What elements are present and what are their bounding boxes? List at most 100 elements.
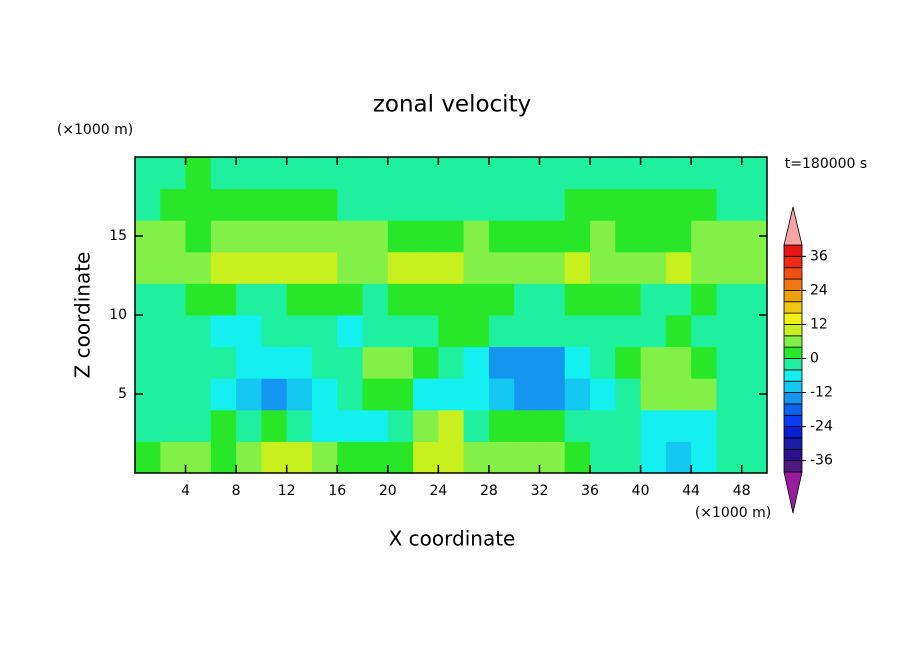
contour-cell xyxy=(185,157,212,190)
contour-cell xyxy=(488,283,515,316)
time-label: t=180000 s xyxy=(785,156,867,172)
contour-cell xyxy=(236,409,262,442)
contour-cell xyxy=(261,378,288,411)
contour-cell xyxy=(539,441,566,474)
x-tick-label: 32 xyxy=(531,483,549,499)
contour-cell xyxy=(210,441,237,474)
contour-cell xyxy=(210,220,237,253)
colorbar-box xyxy=(783,255,803,269)
contour-cell xyxy=(210,157,237,190)
contour-cell xyxy=(640,346,667,379)
contour-cell xyxy=(261,283,288,316)
contour-cell xyxy=(413,409,439,442)
contour-cell xyxy=(514,346,540,379)
contour-cell xyxy=(539,188,566,221)
contour-cell xyxy=(135,283,161,316)
contour-cell xyxy=(210,409,237,442)
contour-cell xyxy=(135,315,161,348)
contour-cell xyxy=(311,346,338,379)
contour-cell xyxy=(160,283,187,316)
y-tick-label: 5 xyxy=(118,386,127,402)
contour-cell xyxy=(438,346,465,379)
contour-cell xyxy=(413,441,439,474)
contour-cell xyxy=(564,188,591,221)
contour-cell xyxy=(236,378,262,411)
contour-cell xyxy=(463,441,490,474)
contour-cell xyxy=(261,188,288,221)
contour-cell xyxy=(210,188,237,221)
contour-cell xyxy=(413,220,439,253)
colorbar-box xyxy=(783,324,803,337)
colorbar-tick-label: 12 xyxy=(810,316,828,332)
colorbar-box xyxy=(783,244,803,257)
contour-cell xyxy=(741,283,768,316)
colorbar-box xyxy=(783,267,803,280)
contour-cell xyxy=(362,157,389,190)
contour-cell xyxy=(514,441,540,474)
contour-cell xyxy=(615,409,642,442)
contour-cell xyxy=(741,409,768,442)
contour-cell xyxy=(185,251,212,284)
colorbar-tick-label: -12 xyxy=(810,385,833,401)
x-tick-label: 44 xyxy=(682,483,700,499)
contour-cell xyxy=(362,283,389,316)
contour-cell xyxy=(210,378,237,411)
contour-cell xyxy=(514,283,540,316)
contour-cell xyxy=(135,409,161,442)
contour-cell xyxy=(539,283,566,316)
contour-cell xyxy=(640,157,667,190)
contour-cell xyxy=(488,441,515,474)
contour-cell xyxy=(716,283,743,316)
contour-cell xyxy=(236,441,262,474)
colorbar-box xyxy=(783,369,803,382)
contour-cell xyxy=(185,378,212,411)
contour-cell xyxy=(387,441,414,474)
contour-cell xyxy=(135,251,161,284)
x-unit: (×1000 m) xyxy=(695,505,771,521)
contour-cell xyxy=(337,157,364,190)
contour-cell xyxy=(691,157,717,190)
contour-cell xyxy=(564,378,591,411)
contour-cell xyxy=(640,220,667,253)
contour-cell xyxy=(236,157,262,190)
colorbar-box xyxy=(783,278,803,291)
contour-cell xyxy=(640,378,667,411)
colorbar-box xyxy=(783,380,803,393)
x-tick-label: 36 xyxy=(581,483,599,499)
colorbar-over xyxy=(783,206,803,246)
y-tick-label: 15 xyxy=(109,228,127,244)
contour-cell xyxy=(691,409,717,442)
contour-cell xyxy=(160,220,187,253)
contour-cell xyxy=(716,315,743,348)
contour-cell xyxy=(488,157,515,190)
contour-cell xyxy=(413,315,439,348)
contour-cell xyxy=(539,378,566,411)
contour-cell xyxy=(590,378,616,411)
contour-cell xyxy=(135,346,161,379)
contour-cell xyxy=(590,346,616,379)
contour-cell xyxy=(514,188,540,221)
colorbar-box xyxy=(783,358,803,371)
contour-cell xyxy=(488,409,515,442)
contour-cell xyxy=(438,251,465,284)
contour-cell xyxy=(438,157,465,190)
contour-cell xyxy=(185,409,212,442)
colorbar-box xyxy=(783,312,803,325)
x-tick-label: 8 xyxy=(232,483,241,499)
contour-cell xyxy=(210,315,237,348)
contour-cell xyxy=(286,378,313,411)
contour-cell xyxy=(640,188,667,221)
contour-cell xyxy=(691,220,717,253)
contour-cell xyxy=(665,346,692,379)
contour-cell xyxy=(539,251,566,284)
contour-cell xyxy=(160,188,187,221)
contour-cell xyxy=(160,441,187,474)
colorbar-box xyxy=(783,448,803,462)
contour-cell xyxy=(286,220,313,253)
contour-cell xyxy=(691,283,717,316)
contour-cell xyxy=(135,188,161,221)
contour-cell xyxy=(564,157,591,190)
contour-cell xyxy=(463,157,490,190)
x-tick-label: 28 xyxy=(480,483,498,499)
